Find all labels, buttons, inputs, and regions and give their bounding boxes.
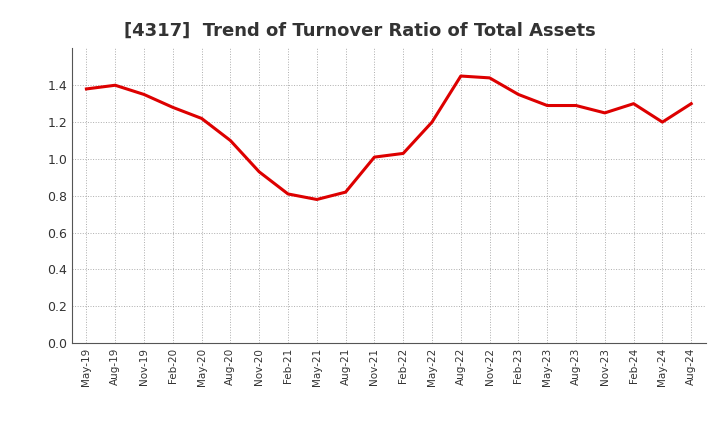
Text: [4317]  Trend of Turnover Ratio of Total Assets: [4317] Trend of Turnover Ratio of Total … — [124, 22, 596, 40]
